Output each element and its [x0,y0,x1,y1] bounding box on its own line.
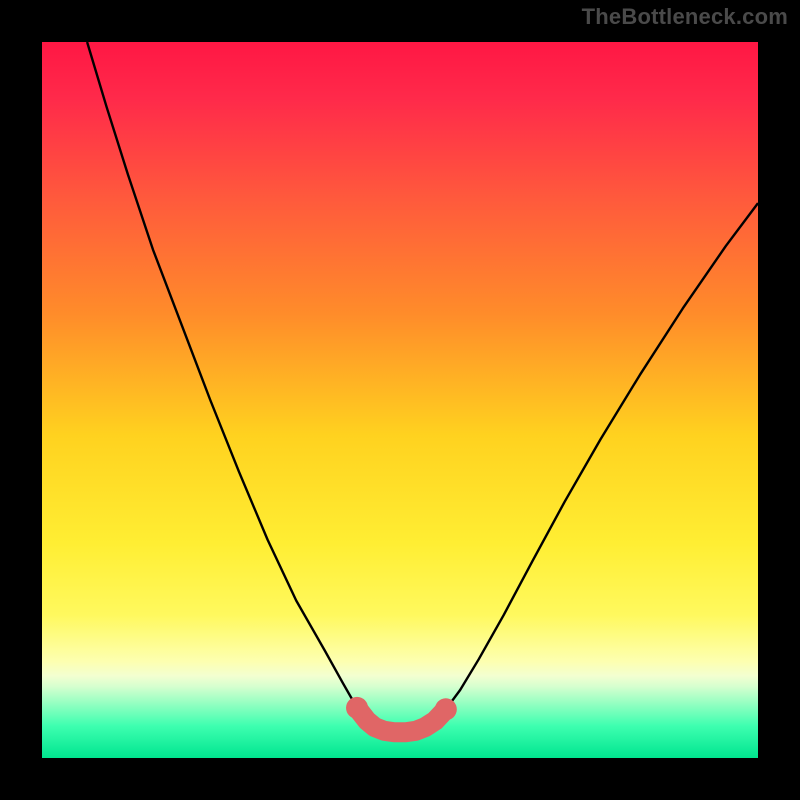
bottleneck-curve-chart [0,0,800,800]
gradient-plot-area [42,42,758,758]
highlight-end-right [435,698,457,720]
chart-stage: TheBottleneck.com [0,0,800,800]
watermark-text: TheBottleneck.com [582,4,788,30]
highlight-end-left [346,697,368,719]
